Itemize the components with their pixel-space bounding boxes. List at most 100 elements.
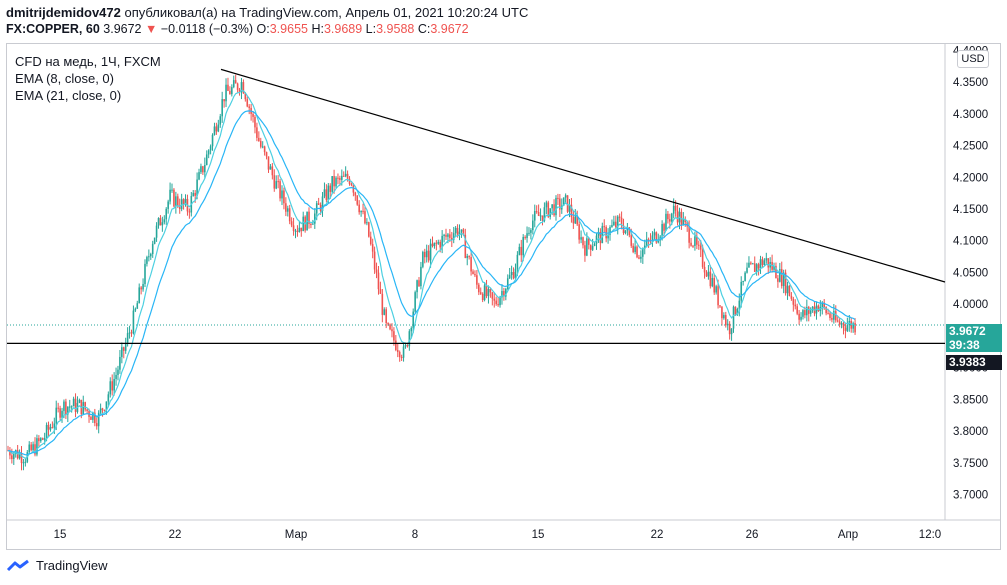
candle-body: [692, 245, 694, 247]
candle-body: [273, 175, 276, 189]
candle-body: [267, 156, 270, 170]
candle-body: [657, 240, 660, 243]
candle-body: [670, 213, 673, 222]
candle-body: [248, 106, 250, 108]
candle-body: [852, 323, 854, 329]
candle-body: [259, 141, 262, 147]
candle-body: [402, 346, 405, 358]
x-tick-label: 15: [54, 529, 67, 541]
candle-body: [450, 237, 453, 240]
candle-body: [603, 226, 606, 228]
candle-body: [115, 374, 117, 380]
candle-body: [134, 308, 137, 311]
x-tick-label: Мар: [285, 529, 308, 541]
candle-body: [755, 264, 758, 272]
candle-body: [232, 80, 235, 88]
candle-body: [213, 126, 216, 135]
candle-body: [173, 189, 175, 207]
candle-body: [790, 295, 793, 299]
candle-body: [271, 166, 274, 176]
legend-ema-21[interactable]: EMA (21, close, 0): [15, 88, 122, 103]
candle-body: [742, 280, 744, 282]
symbol-line: FX:COPPER, 60 3.9672 ▼ −0.0118 (−0.3%) O…: [6, 22, 469, 36]
y-tick-label: 4.0500: [953, 267, 988, 279]
low-label: L:: [365, 22, 377, 36]
candle-body: [408, 331, 411, 347]
candle-body: [43, 437, 46, 440]
candle-body: [371, 244, 374, 252]
candle-body: [132, 310, 135, 334]
candle-body: [728, 323, 731, 335]
candle-body: [94, 412, 96, 424]
candle-body: [553, 204, 555, 216]
candle-body: [256, 127, 258, 138]
candle-body: [425, 250, 428, 258]
candle-body: [472, 271, 474, 275]
candle-body: [404, 345, 407, 347]
candle-body: [9, 450, 11, 456]
candle-body: [674, 205, 677, 211]
candle-body: [682, 219, 685, 226]
close-value: 3.9672: [430, 22, 469, 36]
candle-body: [196, 179, 198, 196]
candle-body: [339, 178, 341, 180]
candle-body: [807, 307, 810, 314]
candle-body: [740, 281, 743, 301]
candle-body: [142, 284, 144, 290]
candle-body: [281, 190, 283, 199]
candle-body: [333, 176, 335, 187]
candle-body: [823, 302, 825, 308]
candle-body: [738, 300, 741, 310]
x-tick-label: Апр: [838, 529, 858, 541]
candle-body: [49, 427, 52, 430]
y-tick-label: 4.3000: [953, 109, 988, 121]
candle-body: [804, 310, 806, 316]
candle-body: [690, 242, 692, 246]
candle-body: [381, 293, 384, 315]
candle-body: [730, 328, 733, 335]
candle-body: [645, 239, 648, 246]
chart-legend: CFD на медь, 1Ч, FXCM EMA (8, close, 0) …: [15, 53, 161, 104]
candle-body: [589, 244, 592, 250]
candle-body: [777, 278, 779, 282]
candle-body: [63, 401, 65, 411]
chart-frame[interactable]: [6, 43, 1001, 550]
candle-body: [51, 427, 54, 429]
candle-body: [153, 237, 156, 244]
candle-body: [759, 259, 762, 269]
candle-body: [765, 258, 768, 261]
candle-body: [225, 84, 227, 102]
candle-body: [244, 93, 247, 100]
publish-info: dmitrijdemidov472 опубликовал(а) на Trad…: [6, 5, 528, 20]
currency-button[interactable]: USD: [957, 50, 989, 68]
candle-body: [846, 325, 849, 331]
candle-body: [412, 311, 415, 329]
candle-body: [489, 289, 492, 293]
candle-body: [41, 438, 44, 440]
candle-body: [331, 176, 333, 192]
candle-body: [748, 262, 750, 268]
tradingview-branding[interactable]: TradingView: [6, 558, 108, 573]
legend-ema-8[interactable]: EMA (8, close, 0): [15, 71, 114, 86]
candle-body: [595, 235, 598, 244]
candle-body: [223, 99, 225, 102]
candle-body: [180, 199, 183, 210]
candle-body: [620, 217, 623, 226]
candle-body: [136, 303, 139, 309]
candle-body: [308, 211, 310, 225]
candle-body: [709, 271, 712, 287]
candle-body: [148, 256, 150, 258]
candle-body: [435, 242, 438, 244]
bar-countdown: 39:38: [949, 338, 980, 352]
candle-body: [628, 227, 631, 236]
candle-body: [240, 82, 243, 92]
candle-body: [161, 222, 164, 226]
candle-body: [119, 356, 121, 370]
candle-body: [252, 113, 254, 117]
author-name[interactable]: dmitrijdemidov472: [6, 5, 121, 20]
candle-body: [562, 197, 565, 206]
candle-body: [468, 256, 470, 258]
candle-body: [800, 316, 802, 320]
x-tick-label: 26: [746, 529, 759, 541]
